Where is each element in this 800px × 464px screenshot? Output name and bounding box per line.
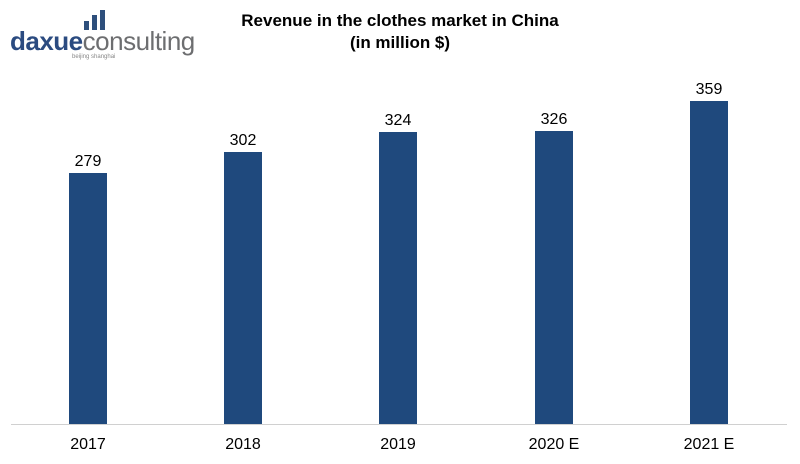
- data-label: 326: [540, 110, 568, 128]
- bar-2021-e: [690, 101, 728, 424]
- x-axis-line: [11, 424, 787, 425]
- bar-2020-e: [535, 130, 573, 424]
- x-tick-label: 2020 E: [528, 436, 580, 453]
- data-label: 359: [695, 81, 723, 98]
- chart-title: Revenue in the clothes market in China (…: [241, 11, 559, 52]
- x-tick-label: 2017: [70, 436, 106, 453]
- bar-2018: [224, 152, 262, 424]
- x-tick-label: 2019: [380, 436, 416, 453]
- bar-2019: [379, 132, 417, 424]
- data-label: 279: [74, 152, 102, 170]
- logo-wordmark: daxueconsulting: [10, 26, 195, 56]
- logo-subtitle: beijing shanghai: [72, 54, 116, 60]
- data-label: 324: [384, 112, 412, 130]
- x-tick-label: 2018: [225, 436, 261, 453]
- bar-2017: [69, 172, 107, 424]
- daxue-consulting-logo: daxueconsulting beijing shanghai: [10, 8, 220, 60]
- x-tick-label: 2021 E: [683, 436, 735, 453]
- data-label: 302: [229, 132, 257, 150]
